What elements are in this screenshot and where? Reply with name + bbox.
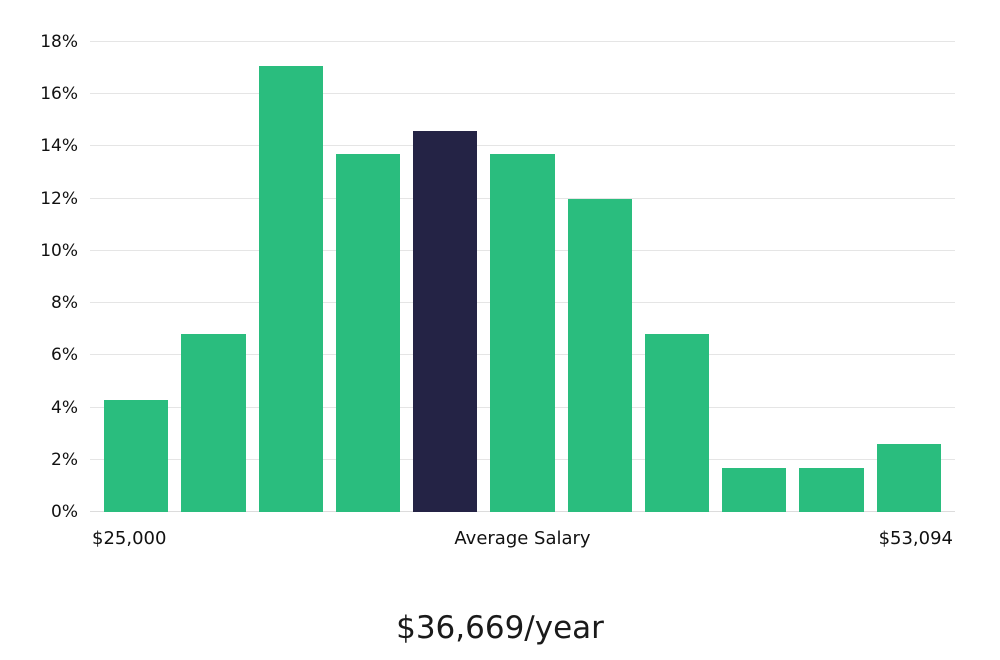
y-tick-label: 18% <box>40 32 78 52</box>
x-label-min-salary: $25,000 <box>92 528 167 549</box>
y-tick-label: 10% <box>40 240 78 261</box>
bar <box>722 467 787 512</box>
y-tick-label: 14% <box>40 136 78 157</box>
average-salary-title: $36,669/year <box>396 610 604 646</box>
y-tick-label: 8% <box>51 293 78 314</box>
bar <box>567 198 632 512</box>
y-tick-label: 6% <box>51 345 78 366</box>
bar <box>258 65 323 512</box>
x-axis: $25,000 Average Salary $53,094 <box>90 528 955 549</box>
y-axis: 0% 2% 4% 6% 8% 10% 12% 14% 16% 18% <box>0 32 84 522</box>
y-tick-label: 16% <box>40 84 78 105</box>
bar <box>104 399 169 512</box>
bar <box>490 154 555 512</box>
bars <box>90 42 955 512</box>
bar <box>335 154 401 512</box>
bar <box>644 334 710 512</box>
gridline <box>90 41 955 42</box>
bar-average-salary <box>413 130 478 512</box>
gridline <box>90 93 955 95</box>
y-tick-label: 4% <box>51 397 78 418</box>
y-tick-label: 12% <box>40 188 78 209</box>
plot-area <box>90 41 955 512</box>
bar <box>799 467 864 512</box>
y-tick-label: 0% <box>51 502 78 522</box>
bar <box>181 334 246 512</box>
x-label-average-salary: Average Salary <box>454 528 591 549</box>
gridline <box>90 145 955 147</box>
x-label-max-salary: $53,094 <box>878 528 953 549</box>
y-tick-label: 2% <box>51 449 78 470</box>
bar <box>876 444 941 512</box>
